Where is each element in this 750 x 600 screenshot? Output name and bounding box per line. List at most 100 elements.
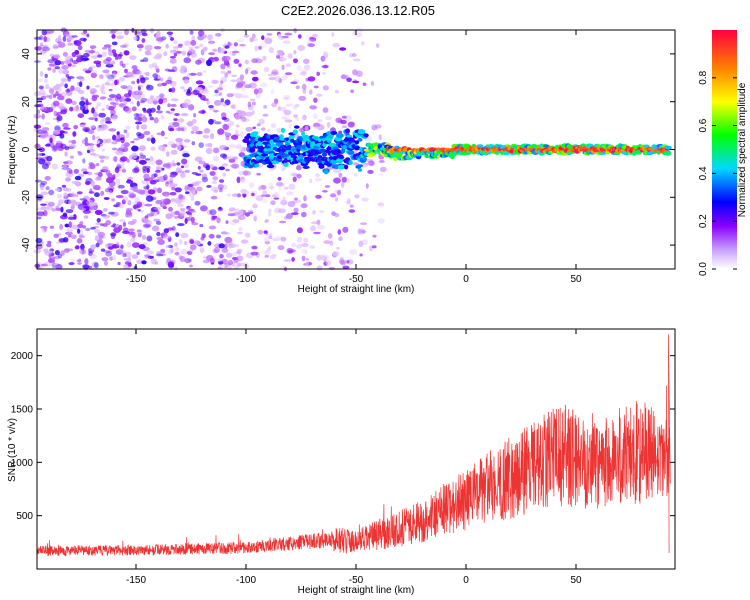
spectrogram-cell <box>251 110 255 115</box>
spectrogram-cell <box>138 244 146 250</box>
spectrogram-cell <box>239 43 246 47</box>
spectrogram-cell <box>224 236 233 244</box>
spectrogram-cell <box>237 262 241 268</box>
spectrogram-cell <box>110 224 115 228</box>
spectrogram-cell <box>201 89 209 94</box>
spectrogram-cell <box>116 241 120 247</box>
spectrogram-cell <box>231 74 237 78</box>
spectrogram-cell <box>362 157 368 161</box>
spectrogram-cell <box>281 116 288 120</box>
spectrogram-cell <box>63 192 68 198</box>
spectrogram-cell <box>158 39 162 44</box>
spectrogram-cell <box>188 210 197 213</box>
spectrogram-cell <box>283 162 289 168</box>
spectrogram-cell <box>217 128 225 135</box>
spectrogram-cell <box>296 227 303 234</box>
spectrogram-cell <box>332 42 341 48</box>
spectrogram-cell <box>128 191 135 196</box>
spectrogram-cell <box>502 151 511 156</box>
spectrogram-cell <box>353 58 361 62</box>
spectrogram-cell <box>261 250 268 255</box>
spectrogram-cell <box>165 213 173 220</box>
spectrogram-cell <box>105 220 112 226</box>
spectrogram-cell <box>203 256 207 259</box>
spectrogram-cell <box>70 192 77 198</box>
spectrogram-cell <box>293 199 302 204</box>
spectrogram-cell <box>222 172 226 177</box>
spectrogram-cell <box>41 29 48 36</box>
spectrogram-cell <box>55 264 63 270</box>
spectrogram-cell <box>76 259 82 263</box>
spectrogram-cell <box>161 148 166 152</box>
spectrogram-cell <box>258 118 265 125</box>
spectrogram-cell <box>71 100 77 105</box>
spectrogram-cell <box>126 158 130 163</box>
spectrogram-cell <box>57 203 61 207</box>
spectrogram-cell <box>215 33 222 37</box>
spectrogram-cell <box>122 196 128 202</box>
spectrogram-cell <box>73 40 78 45</box>
spectrogram-cell <box>106 74 115 80</box>
spectrogram-cell <box>191 172 198 175</box>
spectrogram-cell <box>57 95 65 101</box>
spectrogram-cell <box>268 182 274 188</box>
spectrogram-cell <box>285 104 292 107</box>
spectrogram-cell <box>360 229 366 234</box>
spectrogram-cell <box>259 185 267 190</box>
spectrogram-cell <box>107 97 113 101</box>
spectrogram-cell <box>156 251 162 255</box>
spectrogram-cell <box>268 233 273 239</box>
spectrogram-cell <box>180 125 188 132</box>
spectrogram-cell <box>160 130 165 137</box>
colorbar: 0.0 0.2 0.4 0.6 0.8 Normalized spectral ampl… <box>698 30 748 276</box>
spectrogram-cell <box>96 143 101 148</box>
spectrogram-cell <box>38 89 46 95</box>
spectrogram-cell <box>257 87 263 94</box>
spectrogram-cell <box>144 178 149 182</box>
spectrogram-cell <box>98 234 104 240</box>
spectrogram-cell <box>191 35 196 42</box>
spectrogram-cell <box>165 181 169 187</box>
spectrogram-cell <box>117 261 121 266</box>
spectrogram-cell <box>201 173 208 180</box>
spectrogram-cell <box>93 262 99 269</box>
spectrogram-cell <box>95 222 102 225</box>
spectrogram-cell <box>42 108 48 112</box>
spectrogram-cell <box>174 113 180 116</box>
spectrogram-cell <box>46 107 54 113</box>
spectrogram-cell <box>218 206 222 210</box>
spectrogram-cell <box>355 32 363 38</box>
spectrogram-cell <box>315 93 323 97</box>
spectrogram-cell <box>37 78 43 82</box>
spectrogram-cell <box>126 241 132 248</box>
snr-x-tick-label: -50 <box>349 575 364 586</box>
spectrogram-cell <box>254 45 259 52</box>
spectrogram-cell <box>227 42 233 47</box>
spectrogram-cell <box>225 135 230 141</box>
spectrogram-cell <box>180 171 186 179</box>
spectrogram-cell <box>100 96 107 99</box>
spectrogram-cell <box>276 181 283 187</box>
spectrogram-cell <box>231 163 240 169</box>
spectrogram-cell <box>184 241 188 246</box>
spectrogram-cell <box>226 238 233 246</box>
spectrogram-cell <box>178 194 184 200</box>
spectrogram-cell <box>248 209 253 213</box>
spectrogram-cell <box>140 59 144 62</box>
spectrogram-cell <box>213 56 219 62</box>
spectrogram-cell <box>71 180 80 184</box>
spectrogram-cell <box>157 239 165 245</box>
spectrogram-cell <box>142 242 149 245</box>
spectrogram-cell <box>147 189 156 195</box>
spectrogram-cell <box>189 72 197 76</box>
spectrogram-cell <box>286 191 294 196</box>
spectrogram-x-tick-label: 0 <box>463 274 469 285</box>
spectrogram-cell <box>94 229 101 234</box>
colorbar-ticks: 0.0 0.2 0.4 0.6 0.8 <box>698 70 737 276</box>
spectrogram-cell <box>89 163 96 170</box>
spectrogram-cell <box>68 144 77 149</box>
spectrogram-cell <box>96 140 100 144</box>
spectrogram-cell <box>240 147 245 153</box>
spectrogram-cell <box>284 117 289 123</box>
spectrogram-cell <box>84 137 89 143</box>
